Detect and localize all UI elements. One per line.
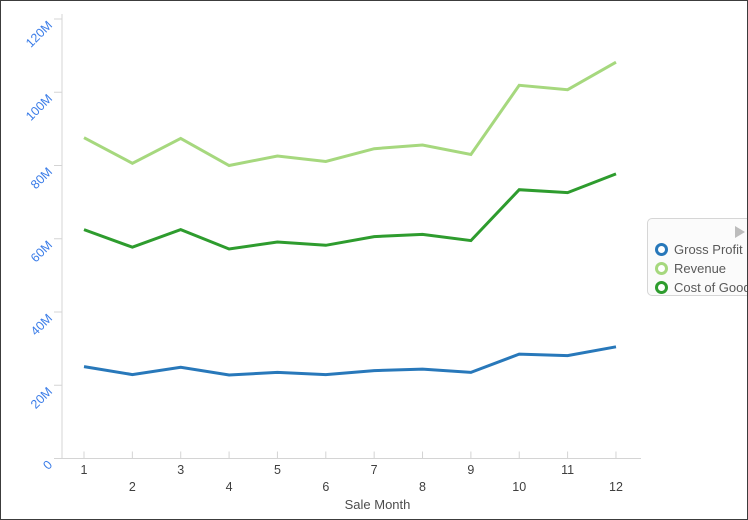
legend-item-label: Revenue bbox=[674, 261, 727, 276]
y-axis-tick-label: 60M bbox=[28, 238, 55, 265]
x-axis-tick-label: 1 bbox=[81, 463, 88, 477]
x-axis-title: Sale Month bbox=[345, 497, 411, 512]
legend-item-cost-of-goods[interactable]: Cost of Goods bbox=[648, 278, 747, 297]
y-axis-tick-label: 80M bbox=[28, 165, 55, 192]
legend-expand-icon[interactable] bbox=[735, 226, 745, 238]
legend-marker-circle-icon bbox=[655, 262, 668, 275]
y-axis-tick-label: 20M bbox=[28, 384, 55, 411]
x-axis-tick-label: 9 bbox=[467, 463, 474, 477]
x-axis-tick-label: 7 bbox=[371, 463, 378, 477]
legend: Gross Profit Revenue Cost of Goods bbox=[647, 218, 747, 297]
x-axis-tick-label: 4 bbox=[226, 480, 233, 494]
x-axis-tick-label: 6 bbox=[322, 480, 329, 494]
y-axis-tick-label: 0 bbox=[40, 458, 55, 473]
legend-item-gross-profit[interactable]: Gross Profit bbox=[648, 240, 747, 259]
x-axis-tick-label: 5 bbox=[274, 463, 281, 477]
legend-marker-circle-icon bbox=[655, 281, 668, 294]
legend-item-label: Cost of Goods bbox=[674, 280, 747, 295]
series-line-gross-profit[interactable] bbox=[83, 345, 617, 377]
y-axis-tick-label: 100M bbox=[23, 91, 55, 123]
series-line-revenue[interactable] bbox=[83, 60, 617, 168]
series-line-cost-of-goods[interactable] bbox=[83, 172, 617, 251]
x-axis-tick-label: 8 bbox=[419, 480, 426, 494]
x-axis-tick-label: 12 bbox=[609, 480, 623, 494]
x-axis-tick-label: 11 bbox=[561, 463, 574, 477]
y-axis-tick-label: 40M bbox=[28, 311, 55, 338]
legend-item-revenue[interactable]: Revenue bbox=[648, 259, 747, 278]
legend-marker-circle-icon bbox=[655, 243, 668, 256]
y-axis-tick-label: 120M bbox=[23, 18, 55, 50]
x-axis-tick-label: 2 bbox=[129, 480, 136, 494]
x-axis-tick-label: 10 bbox=[512, 480, 526, 494]
legend-item-label: Gross Profit bbox=[674, 242, 743, 257]
x-axis-tick-label: 3 bbox=[177, 463, 184, 477]
